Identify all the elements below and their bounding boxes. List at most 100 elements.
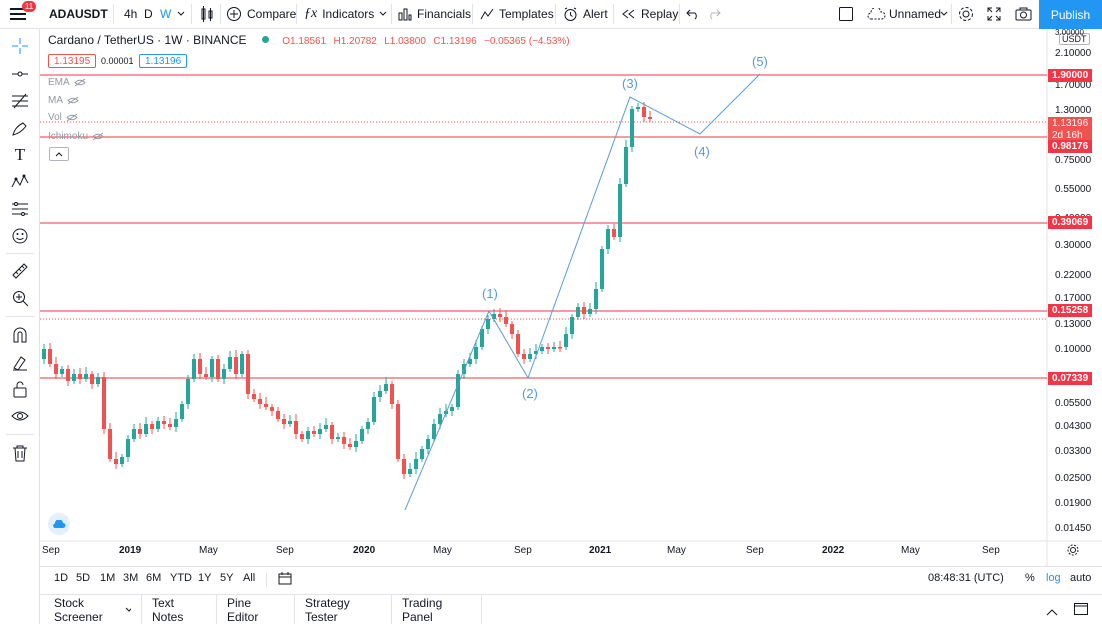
candle-body <box>498 314 502 317</box>
candle-body <box>630 109 634 147</box>
lock-drawing-icon[interactable] <box>8 350 32 374</box>
candle-body <box>42 349 46 359</box>
replay-button[interactable]: Replay <box>622 0 678 28</box>
tab-stock-screener[interactable]: Stock Screener <box>44 595 142 624</box>
chevron-up-icon[interactable] <box>1046 605 1058 619</box>
time-tick: May <box>667 545 686 556</box>
candle-body <box>90 374 94 384</box>
maximize-icon[interactable] <box>1074 603 1088 618</box>
crosshair-icon[interactable] <box>8 34 32 58</box>
time-tick: Sep <box>276 545 294 556</box>
chevron-down-icon[interactable] <box>379 0 387 28</box>
log-toggle[interactable]: log <box>1046 572 1061 584</box>
financials-button[interactable]: Financials <box>398 0 471 28</box>
price-chart[interactable] <box>40 29 1102 566</box>
tab-text-notes[interactable]: Text Notes <box>142 595 217 624</box>
price-label-1-90: 1.90000 <box>1048 69 1092 82</box>
range-1y[interactable]: 1Y <box>198 572 212 584</box>
bid-price-box[interactable]: 1.13195 <box>48 54 97 68</box>
camera-icon[interactable] <box>1015 0 1032 28</box>
candle-body <box>576 307 580 317</box>
candle-body <box>252 394 256 399</box>
alert-button[interactable]: Alert <box>563 0 608 28</box>
candle-body <box>426 439 430 449</box>
fib-icon[interactable] <box>8 89 32 113</box>
prediction-icon[interactable] <box>8 197 32 221</box>
range-1d[interactable]: 1D <box>54 572 69 584</box>
time-tick: May <box>433 545 452 556</box>
eye-off-icon <box>73 78 86 87</box>
time-tick: Sep <box>746 545 764 556</box>
redo-icon[interactable] <box>707 0 721 28</box>
magnet-icon[interactable] <box>8 323 32 347</box>
interval-4h[interactable]: 4h <box>124 7 138 21</box>
tab-pine-editor[interactable]: Pine Editor <box>217 595 295 624</box>
compare-button[interactable]: Compare <box>226 0 296 28</box>
percent-toggle[interactable]: % <box>1025 572 1035 584</box>
interval-w[interactable]: W <box>160 7 172 21</box>
range-5d[interactable]: 5D <box>76 572 91 584</box>
candle-body <box>618 184 622 237</box>
pattern-icon[interactable] <box>8 170 32 194</box>
gear-icon[interactable] <box>1067 544 1079 559</box>
time-tick: Sep <box>514 545 532 556</box>
range-all[interactable]: All <box>243 572 256 584</box>
price-tick: 3.00000 <box>1055 28 1084 37</box>
interval-d[interactable]: D <box>144 7 153 21</box>
layout-checkbox[interactable] <box>839 0 853 28</box>
publish-button[interactable]: Publish <box>1039 0 1102 29</box>
text-tool-icon[interactable]: T <box>14 145 26 164</box>
time-tick: May <box>901 545 920 556</box>
range-5y[interactable]: 5Y <box>220 572 234 584</box>
layout-name-button[interactable]: Unnamed <box>866 0 941 28</box>
eye-icon[interactable] <box>8 404 32 428</box>
candle-body <box>66 369 70 381</box>
trend-line-icon[interactable] <box>8 62 32 86</box>
ruler-icon[interactable] <box>8 259 32 283</box>
trash-icon[interactable] <box>8 441 32 465</box>
indicators-button[interactable]: ƒx Indicators <box>304 6 375 21</box>
menu-icon[interactable] <box>10 0 26 28</box>
zoom-icon[interactable] <box>8 286 32 310</box>
tab-strategy-tester[interactable]: Strategy Tester <box>295 595 392 624</box>
candles-icon[interactable] <box>200 0 214 28</box>
clock-time[interactable]: 08:48:31 (UTC) <box>928 572 1004 584</box>
time-tick: Sep <box>982 545 1000 556</box>
spread-value: 0.00001 <box>101 56 134 66</box>
brush-icon[interactable] <box>8 116 32 140</box>
emoji-icon[interactable] <box>8 224 32 248</box>
tradingview-logo[interactable] <box>48 513 70 535</box>
chart-area[interactable] <box>40 29 1102 566</box>
candle-body <box>588 309 592 314</box>
ask-price-box[interactable]: 1.13196 <box>139 54 188 68</box>
range-6m[interactable]: 6M <box>146 572 162 584</box>
undo-icon[interactable] <box>686 0 700 28</box>
lock-icon[interactable] <box>8 377 32 401</box>
chevron-down-icon[interactable] <box>177 0 185 28</box>
candle-body <box>600 249 604 289</box>
candle-body <box>144 424 148 434</box>
indicator-ichimoku[interactable]: Ichimoku <box>48 131 104 142</box>
fullscreen-icon[interactable] <box>987 0 1001 28</box>
candle-body <box>402 459 406 474</box>
candle-body <box>438 414 442 424</box>
legend-low: L1.03800 <box>384 36 426 47</box>
range-ytd[interactable]: YTD <box>170 572 192 584</box>
candle-body <box>414 459 418 469</box>
symbol-search[interactable]: ADAUSDT <box>49 7 108 21</box>
indicator-ema[interactable]: EMA <box>48 77 86 88</box>
range-3m[interactable]: 3M <box>123 572 139 584</box>
range-1m[interactable]: 1M <box>100 572 116 584</box>
templates-button[interactable]: Templates <box>480 0 554 28</box>
indicator-ma[interactable]: MA <box>48 95 79 106</box>
collapse-legend-button[interactable] <box>49 147 69 161</box>
currency-label[interactable]: USDT <box>1059 33 1090 45</box>
candle-body <box>204 374 208 377</box>
indicator-vol[interactable]: Vol <box>48 112 78 123</box>
chevron-down-icon[interactable] <box>940 0 948 28</box>
gear-icon[interactable] <box>958 0 974 28</box>
auto-toggle[interactable]: auto <box>1070 572 1092 584</box>
tab-trading-panel[interactable]: Trading Panel <box>392 595 482 624</box>
calendar-icon[interactable] <box>278 572 292 588</box>
legend-title: Cardano / TetherUS · 1W · BINANCE <box>48 33 247 47</box>
